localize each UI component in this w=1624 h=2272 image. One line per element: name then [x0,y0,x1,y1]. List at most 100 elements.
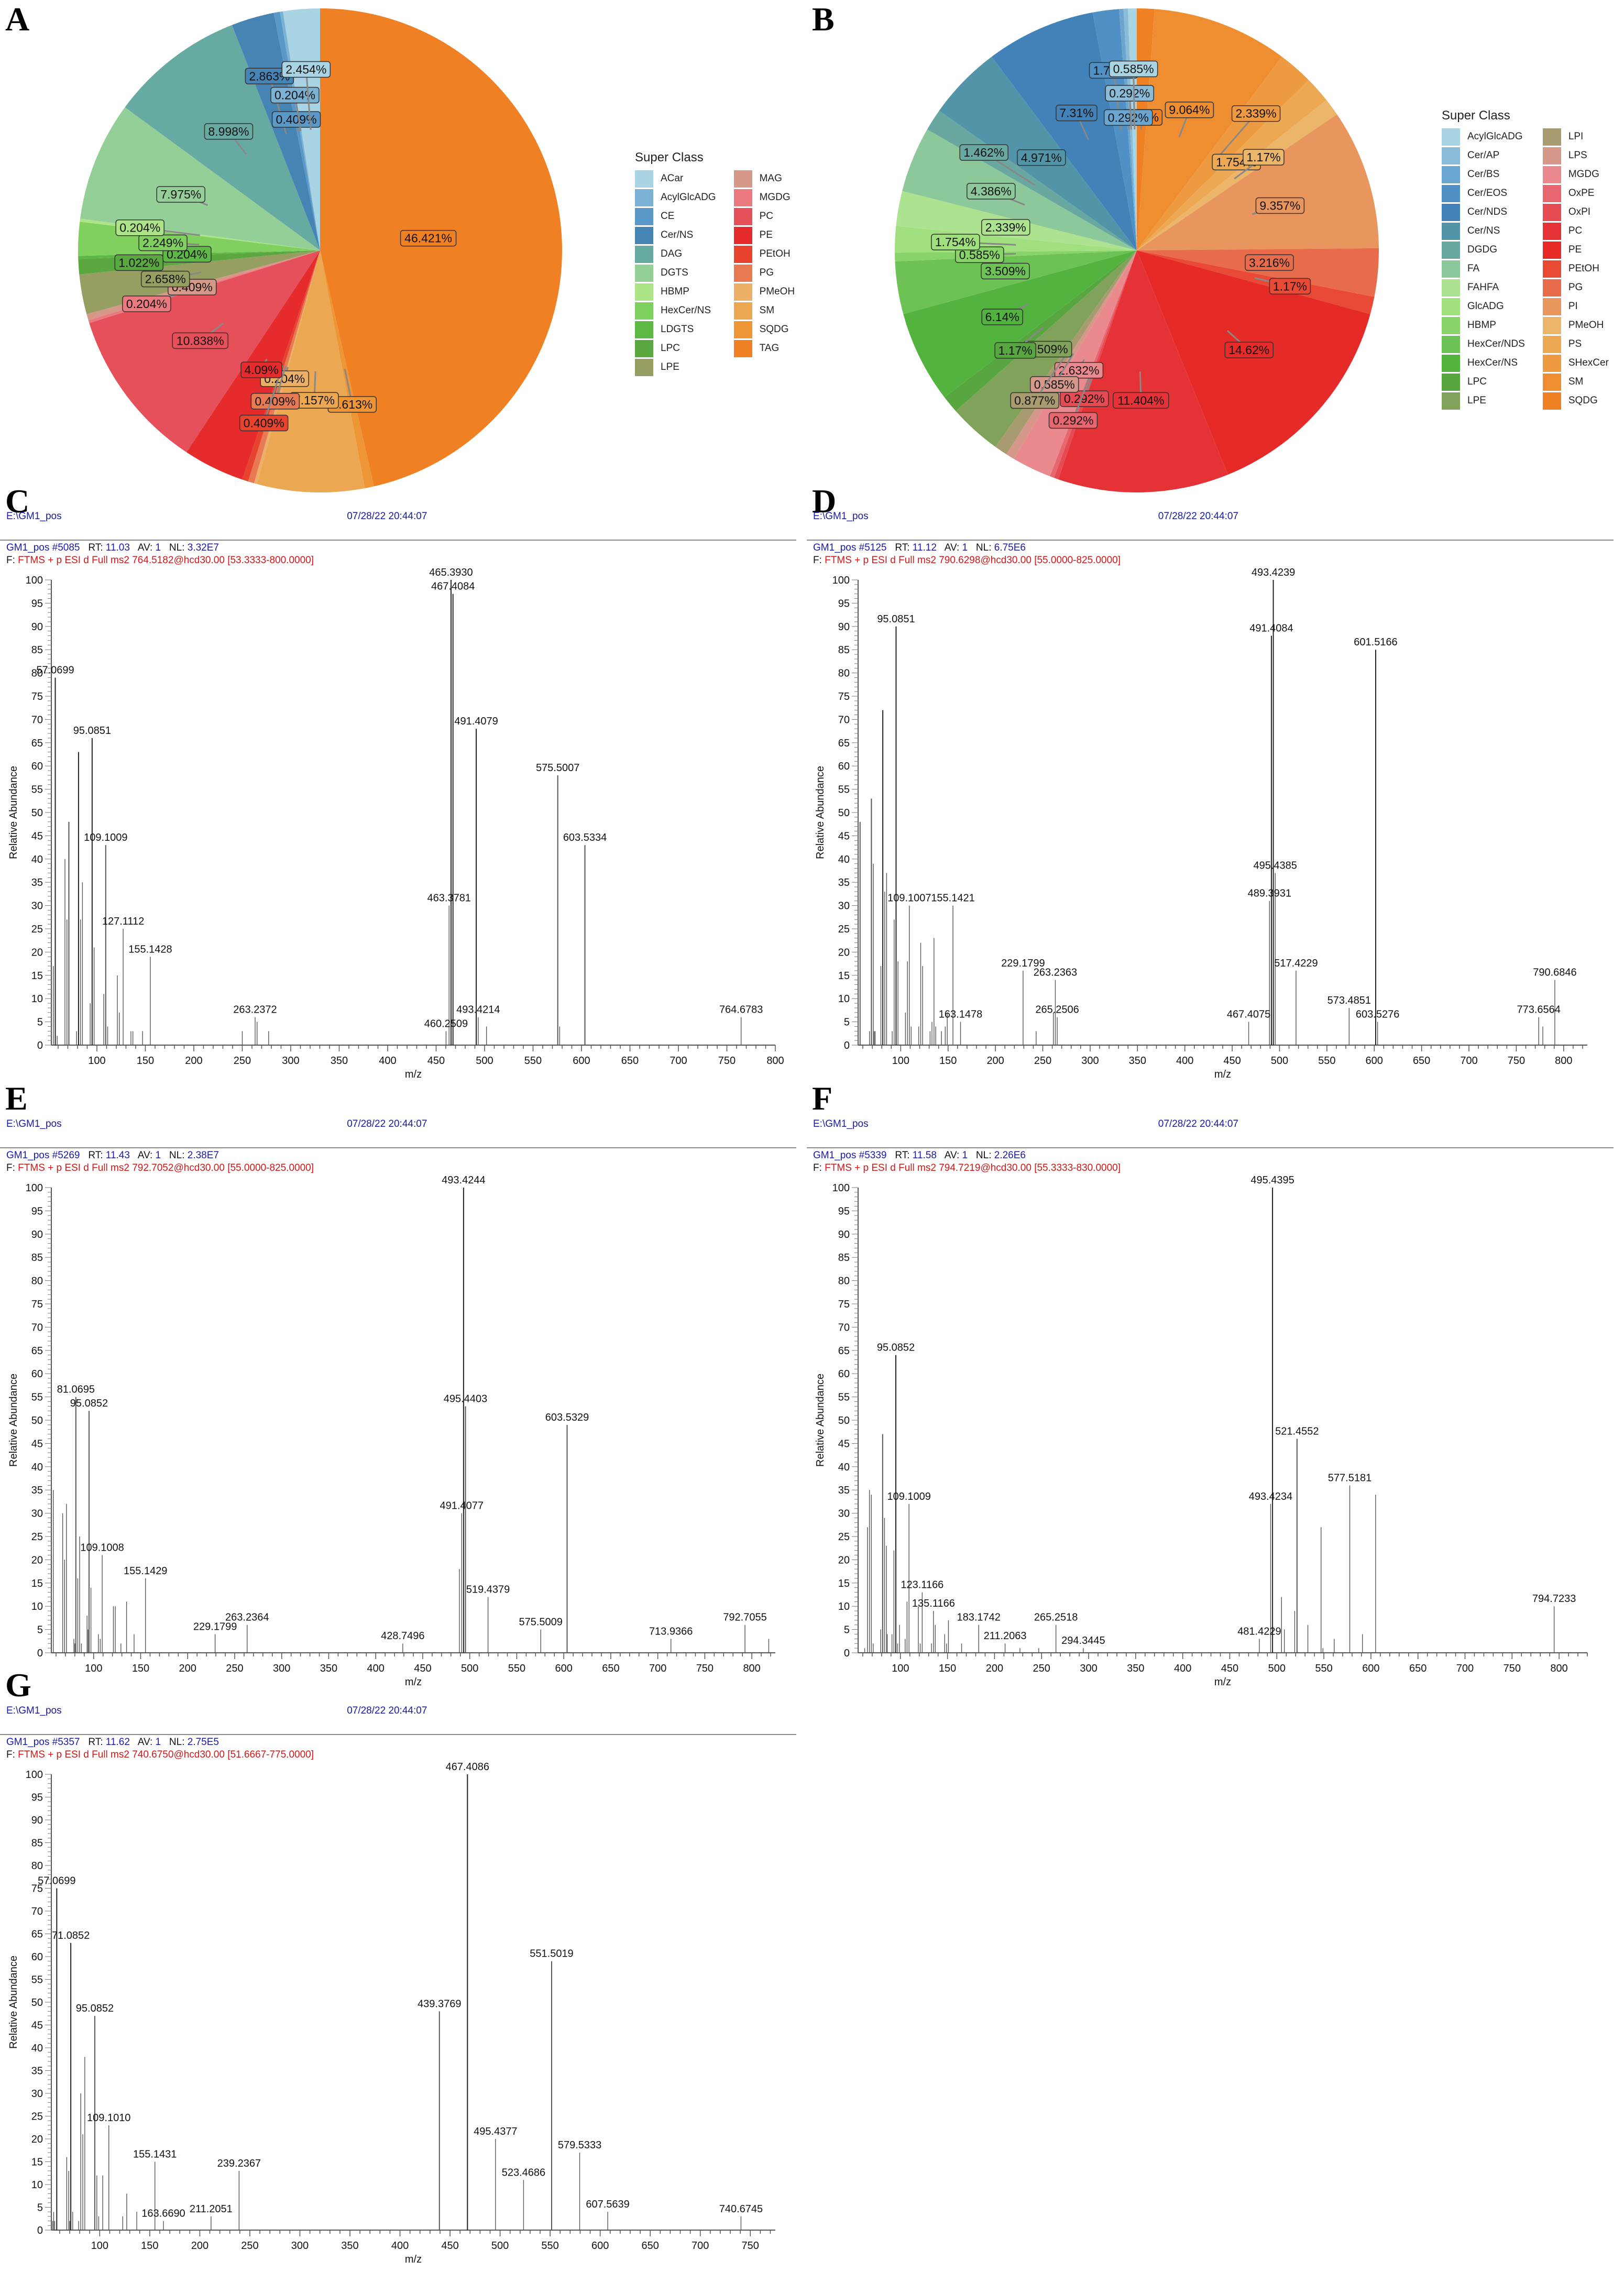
pie-label: 1.17% [994,326,1044,359]
y-tick-label: 45 [838,1438,850,1450]
peak-label: 155.1431 [133,2149,177,2160]
pie-label: 7.975% [156,186,209,206]
av-value: 1 [962,1150,968,1161]
legend-label: SQDG [1568,395,1598,406]
pie-label-text: 0.409% [244,416,284,430]
legend-item-dag: DAG [635,245,716,264]
pie-label: 0.877% [1010,350,1070,409]
scan-filter: F: FTMS + p ESI d Full ms2 794.7219@hcd3… [813,1162,1121,1174]
legend-item-cer-nds: Cer/NDS [1442,203,1525,222]
nl-label: NL: [161,1150,188,1161]
legend-item-oxpi: OxPI [1542,203,1609,222]
x-tick-label: 800 [743,1663,760,1674]
pie-label: 9.357% [1252,197,1305,215]
peak-label: 493.4214 [456,1004,500,1016]
x-tick-label: 350 [1127,1663,1144,1674]
peak-label: 71.0852 [52,1930,90,1941]
legend-label: CE [661,211,675,222]
peak-label: 491.4084 [1249,623,1293,634]
legend-item-ldgts: LDGTS [635,320,716,339]
legend-swatch [1542,128,1561,146]
legend-item-glcadg: GlcADG [1442,297,1525,316]
y-tick-label: 20 [31,1554,43,1566]
y-tick-label: 25 [31,2111,43,2123]
y-tick-label: 35 [31,1485,43,1496]
y-tick-label: 85 [31,1838,43,1849]
legend-item-acylglcadg: AcylGlcADG [1442,127,1525,146]
legend-swatch [635,189,653,206]
y-axis-label: Relative Abundance [815,1374,826,1467]
ms-spectrum-d: E:\GM1_pos 07/28/22 20:44:07 GM1_pos #5125… [807,511,1624,1087]
y-tick-label: 70 [31,1322,43,1333]
peak-label: 794.7233 [1532,1593,1576,1605]
pie-slice-tag [320,8,562,487]
y-tick-label: 35 [31,877,43,888]
pie-label-text: 2.658% [145,272,186,286]
pie-label-text: 3.216% [1249,256,1290,269]
x-tick-label: 100 [892,1055,909,1067]
legend-item-lpe: LPE [1442,391,1525,410]
y-tick-label: 100 [832,1182,850,1194]
legend-label: HexCer/NS [1467,357,1518,368]
y-tick-label: 55 [838,784,850,796]
legend-item-acar: ACar [635,169,716,188]
peak-label: 495.4377 [474,2126,517,2137]
legend-item-hbmp: HBMP [1442,316,1525,335]
legend-label: Cer/BS [1467,169,1500,180]
peak-label: 495.4385 [1254,860,1297,871]
pie-label: 7.31% [1056,104,1098,140]
pie-label-text: 1.17% [1246,150,1280,164]
peak-label: 495.4403 [444,1393,487,1404]
x-tick-label: 200 [179,1663,196,1674]
y-tick-label: 95 [838,1205,850,1217]
legend-item-sm: SM [1542,372,1609,391]
y-tick-label: 55 [838,1392,850,1403]
y-tick-label: 35 [838,877,850,888]
legend-item-cer-ap: Cer/AP [1442,146,1525,165]
legend-label: PG [1568,282,1583,293]
pie-label-text: 2.339% [1236,107,1277,120]
y-tick-label: 40 [31,1462,43,1473]
file-path: E:\GM1_pos [6,511,62,522]
y-tick-label: 85 [31,1252,43,1264]
x-tick-label: 250 [234,1055,251,1067]
y-tick-label: 95 [838,598,850,609]
peak-label: 764.6783 [719,1004,763,1016]
peak-label: 439.3769 [418,1998,461,2010]
legend-label: PC [1568,225,1583,236]
nl-value: 6.75E6 [994,542,1026,553]
legend-swatch [1442,203,1460,221]
legend-item-pmeoh: PMeOH [1542,316,1609,335]
x-tick-label: 350 [320,1663,337,1674]
filter-prefix: F: [6,1162,18,1173]
pie-label-text: 0.877% [1014,394,1055,408]
legend-label: HBMP [661,286,689,297]
x-tick-label: 700 [670,1055,687,1067]
x-tick-label: 750 [696,1663,714,1674]
file-path: E:\GM1_pos [6,1118,62,1129]
y-tick-label: 20 [31,2134,43,2145]
legend-swatch [1442,298,1460,315]
y-tick-label: 95 [31,1205,43,1217]
legend-label: FAHFA [1467,282,1499,293]
acquisition-date: 07/28/22 20:44:07 [1158,1118,1238,1129]
legend-swatch [733,264,752,282]
pie-label-text: 1.17% [1273,279,1307,293]
pie-slice-dgts [80,107,320,250]
y-tick-label: 55 [31,1392,43,1403]
x-tick-label: 700 [1460,1055,1477,1067]
x-axis-label: m/z [405,1676,422,1688]
pie-label: 0.204% [115,219,200,236]
x-tick-label: 750 [1508,1055,1525,1067]
spectrum-plot: 0 5 10 15 20 25 30 35 40 45 50 55 60 65 70 75 80 85 90 95 10… [8,1175,775,1688]
legend-swatch [733,339,752,357]
nl-label: NL: [161,542,188,553]
legend-item-sqdg: SQDG [733,320,795,339]
y-tick-label: 90 [838,621,850,633]
peak-label: 493.4244 [442,1175,485,1186]
legend-swatch [733,207,752,225]
x-axis-label: m/z [405,1069,422,1080]
peak-label: 109.1008 [80,1542,124,1554]
filter-prefix: F: [813,1162,825,1173]
y-tick-label: 40 [31,2043,43,2054]
